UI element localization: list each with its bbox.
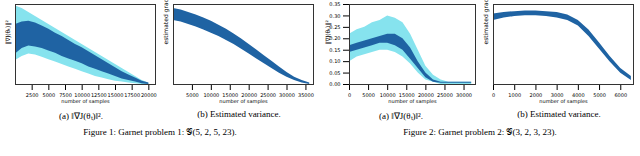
html-text:(b) Estimated variance.: (b) Estimated variance. (517, 109, 601, 119)
svg-text:number of samples: number of samples (219, 98, 268, 105)
html-text:(a) ‖∇J(θₜ)‖².: (a) ‖∇J(θₜ)‖². (59, 111, 103, 121)
svg-text:estimated gradient variance: estimated gradient variance (162, 0, 170, 45)
svg-text:35000: 35000 (298, 92, 314, 98)
html-text:(b) Estimated variance.: (b) Estimated variance. (197, 109, 281, 119)
svg-text:number of samples: number of samples (61, 98, 110, 105)
html-text:(a) ‖∇J(θₜ)‖².: (a) ‖∇J(θₜ)‖². (379, 111, 423, 121)
svg-text:30000: 30000 (456, 92, 472, 98)
svg-text:1000: 1000 (508, 92, 521, 98)
svg-text:0: 0 (348, 92, 351, 98)
svg-text:number of samples: number of samples (539, 98, 588, 105)
svg-text:0.20: 0.20 (329, 35, 341, 42)
svg-text:0: 0 (492, 92, 495, 98)
svg-text:10000: 10000 (203, 92, 219, 98)
svg-text:6000: 6000 (614, 92, 627, 98)
svg-text:20000: 20000 (141, 92, 157, 98)
svg-text:‖∇J(θₜ)‖²: ‖∇J(θₜ)‖² (4, 20, 12, 45)
svg-text:0.05: 0.05 (329, 70, 340, 76)
svg-text:estimated gradient variance: estimated gradient variance (482, 0, 490, 45)
svg-text:5000: 5000 (42, 92, 55, 98)
svg-text:17500: 17500 (124, 92, 140, 98)
svg-text:3000: 3000 (550, 92, 564, 99)
html-text:10000 15000 20000: 10000 15000 20000 (379, 92, 434, 99)
svg-text:15000: 15000 (108, 92, 124, 98)
svg-text:5000: 5000 (362, 92, 375, 98)
svg-text:30000: 30000 (279, 92, 295, 98)
svg-text:25000: 25000 (437, 92, 453, 98)
svg-text:0.25: 0.25 (329, 24, 341, 30)
svg-text:4000: 4000 (572, 92, 585, 99)
html-text:Figure 1: Garnet problem 1: 𝒢(: Figure 1: Garnet problem 1: 𝒢(5, 2, 5, 2… (83, 127, 237, 137)
svg-text:0.35: 0.35 (329, 1, 340, 7)
html-text:Figure 2: Garnet problem 2: 𝒢(: Figure 2: Garnet problem 2: 𝒢(3, 2, 3, 2… (403, 127, 557, 137)
svg-text:0.10: 0.10 (329, 58, 340, 64)
html-text:7500 10000 12500: 7500 10000 12500 (59, 92, 107, 99)
svg-text:0.00: 0.00 (329, 81, 340, 87)
html-text:15000 20000 25000: 15000 20000 25000 (222, 92, 276, 99)
svg-text:‖∇J(θₜ)‖²: ‖∇J(θₜ)‖² (324, 20, 332, 45)
svg-text:number of samples: number of samples (388, 98, 437, 105)
svg-text:0.15: 0.15 (329, 47, 340, 53)
svg-text:2500: 2500 (26, 92, 39, 98)
svg-text:5000: 5000 (593, 92, 606, 98)
svg-text:0.30: 0.30 (329, 13, 340, 19)
svg-text:2000: 2000 (529, 92, 543, 99)
svg-text:5000: 5000 (186, 92, 199, 98)
